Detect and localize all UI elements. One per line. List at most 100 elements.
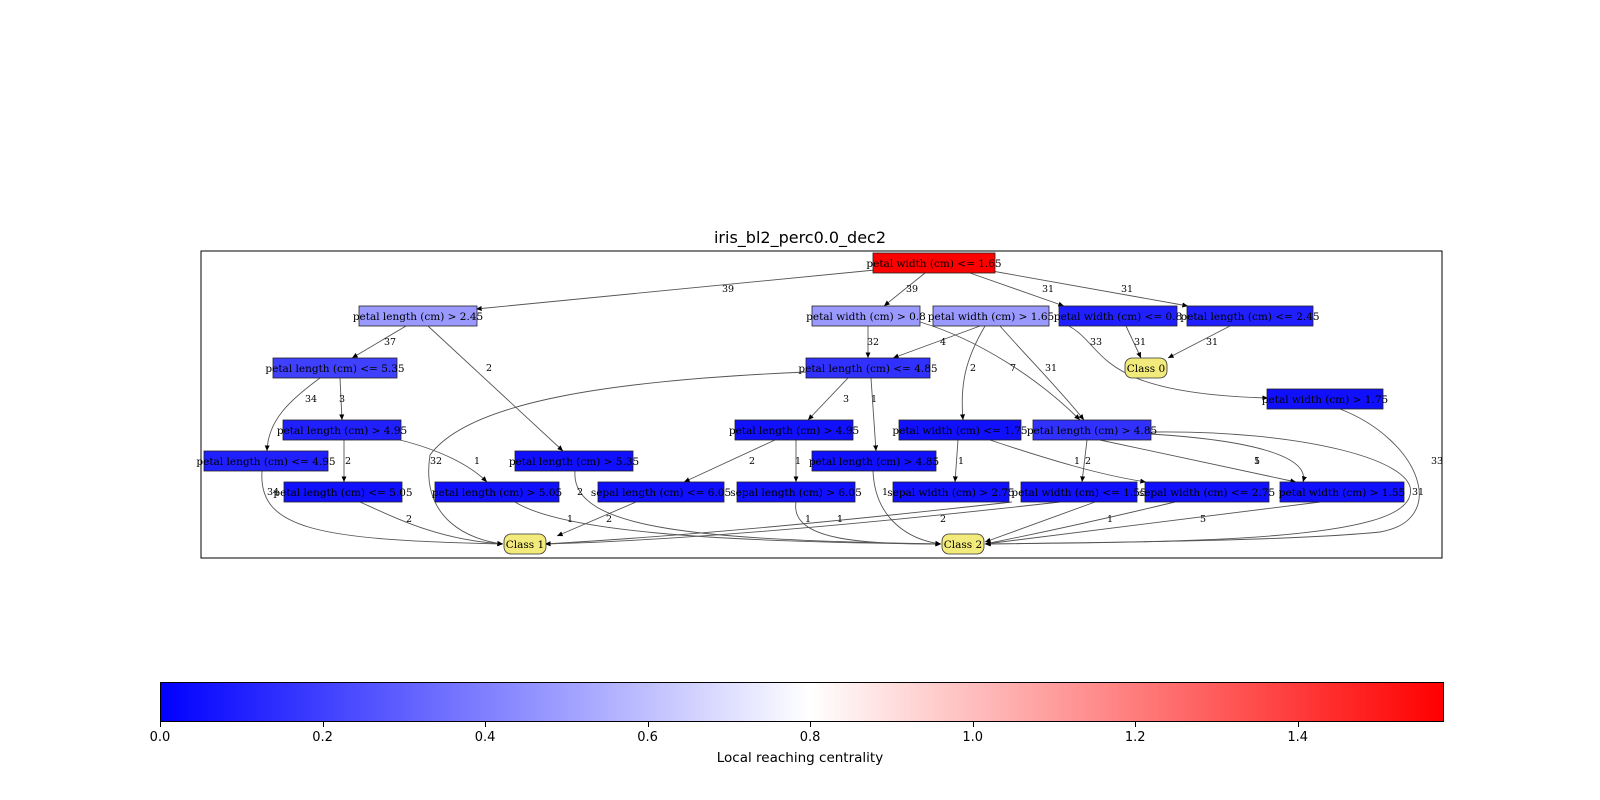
split-node: petal length (cm) <= 4.95 bbox=[196, 450, 336, 472]
edge-pl_gt_485-to-pw_le_155 bbox=[1080, 439, 1088, 483]
split-node-box bbox=[811, 450, 937, 472]
split-node: petal width (cm) <= 1.55 bbox=[1011, 481, 1147, 503]
edge-pl_le_535-to-pl_le_495 bbox=[264, 377, 321, 452]
split-node: petal width (cm) <= 1.65 bbox=[866, 252, 1002, 274]
split-node: petal length (cm) > 5.05 bbox=[432, 481, 562, 503]
node-label: sepal width (cm) <= 2.75 bbox=[1139, 487, 1275, 499]
split-node-box bbox=[811, 305, 921, 327]
split-node: petal length (cm) > 4.85 bbox=[1027, 419, 1157, 441]
split-node-box bbox=[1279, 481, 1405, 503]
edge-pl_gt_495_b-to-sl_le_605 bbox=[683, 439, 776, 483]
edge-label: 31 bbox=[1206, 337, 1218, 348]
edge-pw_gt_155-to-class2 bbox=[984, 501, 1321, 546]
split-node: petal length (cm) <= 5.35 bbox=[265, 357, 405, 379]
colorbar-tick bbox=[647, 722, 649, 727]
edge-label: 31 bbox=[1134, 337, 1146, 348]
node-label: petal length (cm) <= 5.35 bbox=[265, 363, 404, 375]
class-node: Class 0 bbox=[1124, 357, 1168, 379]
split-node-box bbox=[736, 481, 856, 503]
node-label: petal length (cm) > 4.85 bbox=[1027, 425, 1157, 437]
colorbar-tick bbox=[1135, 722, 1137, 727]
edges-layer bbox=[261, 269, 1420, 547]
node-label: petal width (cm) > 1.75 bbox=[1262, 394, 1388, 406]
edge-label: 5 bbox=[1200, 514, 1206, 525]
class-node-box bbox=[503, 533, 547, 555]
edge-label: 31 bbox=[1042, 284, 1054, 295]
split-node: sepal length (cm) <= 6.05 bbox=[591, 481, 731, 503]
edge-sw_le_275-to-class2 bbox=[984, 501, 1176, 546]
edge-pl_gt_485-to-pw_le_155 bbox=[1149, 433, 1307, 483]
split-node-box bbox=[932, 305, 1050, 327]
split-node-box bbox=[1186, 305, 1314, 327]
edge-pl_gt_245-to-pl_le_535 bbox=[351, 325, 407, 359]
edge-label: 32 bbox=[867, 337, 879, 348]
edge-label: 5 bbox=[1254, 456, 1260, 467]
split-node: petal length (cm) <= 2.45 bbox=[1180, 305, 1320, 327]
edge-label: 1 bbox=[837, 514, 843, 525]
edge-pw_gt_08-to-pl_gt_485 bbox=[919, 321, 1081, 421]
node-label: petal width (cm) <= 0.8 bbox=[1054, 311, 1183, 323]
node-label: petal width (cm) <= 1.55 bbox=[1011, 487, 1146, 499]
split-node: petal width (cm) > 0.8 bbox=[806, 305, 926, 327]
edge-label: 1 bbox=[567, 514, 573, 525]
edge-root-to-pl_le_245 bbox=[991, 270, 1189, 308]
edge-label: 34 bbox=[305, 394, 317, 405]
edge-label: 1 bbox=[958, 456, 964, 467]
split-node: petal length (cm) > 5.35 bbox=[509, 450, 639, 472]
edge-label: 1 bbox=[1254, 456, 1260, 467]
node-label: petal width (cm) <= 1.65 bbox=[866, 258, 1001, 270]
edge-sl_gt_605-to-class2 bbox=[795, 501, 942, 547]
class-node-box bbox=[941, 533, 985, 555]
split-node: petal width (cm) <= 0.8 bbox=[1054, 305, 1183, 327]
colorbar-tick bbox=[160, 722, 161, 727]
edge-pl_gt_495_a-to-pl_gt_505 bbox=[399, 439, 488, 483]
edge-label: 1 bbox=[882, 487, 888, 498]
node-label: petal length (cm) > 4.85 bbox=[809, 456, 939, 468]
edge-label: 1 bbox=[805, 514, 811, 525]
edge-root-to-pw_le_08 bbox=[969, 272, 1065, 307]
edge-pl_gt_245-to-pl_gt_535 bbox=[427, 325, 564, 452]
edge-pl_le_485-to-pl_gt_495_b bbox=[807, 377, 849, 421]
split-node: petal length (cm) > 4.85 bbox=[809, 450, 939, 472]
split-node: petal length (cm) > 4.95 bbox=[277, 419, 407, 441]
edge-pl_le_535-to-pl_gt_495_a bbox=[339, 377, 345, 421]
node-label: petal length (cm) > 2.45 bbox=[353, 311, 483, 323]
edge-label: 31 bbox=[1121, 284, 1133, 295]
node-label: sepal length (cm) > 6.05 bbox=[730, 487, 862, 499]
split-node: sepal length (cm) > 6.05 bbox=[730, 481, 862, 503]
class-node-box bbox=[1124, 357, 1168, 379]
edge-label: 37 bbox=[384, 337, 396, 348]
split-node-box bbox=[898, 419, 1022, 441]
edge-label: 7 bbox=[1010, 363, 1016, 374]
split-node-box bbox=[734, 419, 854, 441]
split-node-box bbox=[358, 305, 478, 327]
node-label: petal length (cm) > 5.35 bbox=[509, 456, 639, 468]
split-node-box bbox=[434, 481, 560, 503]
edge-label: 34 bbox=[267, 487, 279, 498]
colorbar-tick bbox=[485, 722, 487, 727]
edge-label: 2 bbox=[749, 456, 755, 467]
split-node-box bbox=[597, 481, 725, 503]
edge-pl_le_485-to-class1 bbox=[428, 371, 807, 546]
edge-pw_le_175-to-sw_le_275 bbox=[989, 439, 1147, 484]
edge-label: 31 bbox=[1045, 363, 1057, 374]
node-label: Class 2 bbox=[944, 539, 982, 551]
colorbar-tick bbox=[972, 722, 974, 727]
nodes-layer: petal width (cm) <= 1.65 petal length (cm… bbox=[196, 252, 1405, 555]
edge-label: 1 bbox=[474, 456, 480, 467]
edge-label: 4 bbox=[940, 337, 946, 348]
split-node-box bbox=[1058, 305, 1178, 327]
node-label: petal width (cm) > 1.65 bbox=[928, 311, 1054, 323]
edge-pw_gt_165-to-pl_gt_485 bbox=[999, 325, 1085, 421]
split-node: sepal width (cm) > 2.75 bbox=[887, 481, 1015, 503]
edge-label: 2 bbox=[970, 363, 976, 374]
split-node: petal length (cm) > 2.45 bbox=[353, 305, 483, 327]
colorbar-tick-label: 1.0 bbox=[962, 730, 983, 745]
colorbar-tick bbox=[322, 722, 324, 727]
split-node-box bbox=[283, 481, 403, 503]
edge-label: 33 bbox=[1090, 337, 1102, 348]
edge-label: 39 bbox=[906, 284, 918, 295]
split-node-box bbox=[805, 357, 931, 379]
edge-pl_gt_505-to-class2 bbox=[514, 501, 942, 547]
